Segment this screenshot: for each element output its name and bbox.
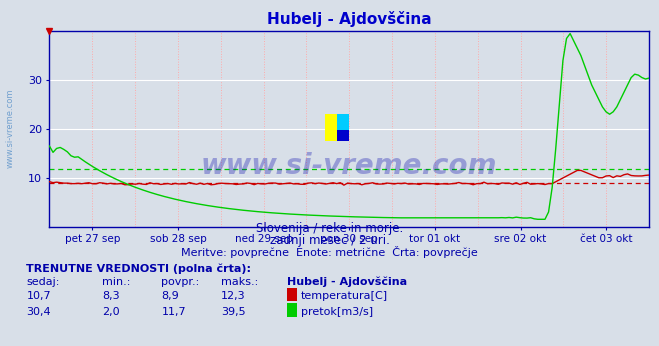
Text: pretok[m3/s]: pretok[m3/s] [301,307,373,317]
Text: TRENUTNE VREDNOSTI (polna črta):: TRENUTNE VREDNOSTI (polna črta): [26,263,251,274]
Text: 11,7: 11,7 [161,307,186,317]
Text: 12,3: 12,3 [221,291,245,301]
Text: www.si-vreme.com: www.si-vreme.com [5,88,14,168]
Text: min.:: min.: [102,277,130,288]
Text: Hubelj - Ajdovščina: Hubelj - Ajdovščina [287,277,407,288]
Text: temperatura[C]: temperatura[C] [301,291,388,301]
Text: Slovenija / reke in morje.: Slovenija / reke in morje. [256,222,403,235]
Text: 8,3: 8,3 [102,291,120,301]
Text: www.si-vreme.com: www.si-vreme.com [201,152,498,180]
Text: povpr.:: povpr.: [161,277,200,288]
Text: 10,7: 10,7 [26,291,51,301]
Bar [326,114,337,141]
Text: Meritve: povprečne  Enote: metrične  Črta: povprečje: Meritve: povprečne Enote: metrične Črta:… [181,246,478,258]
Text: sedaj:: sedaj: [26,277,60,288]
Text: 30,4: 30,4 [26,307,51,317]
Text: 8,9: 8,9 [161,291,179,301]
Bar [337,130,349,141]
Text: 39,5: 39,5 [221,307,245,317]
Title: Hubelj - Ajdovščina: Hubelj - Ajdovščina [267,11,432,27]
Text: zadnji mesec / 2 uri.: zadnji mesec / 2 uri. [270,234,389,247]
Text: maks.:: maks.: [221,277,258,288]
Bar [337,114,349,130]
Text: 2,0: 2,0 [102,307,120,317]
